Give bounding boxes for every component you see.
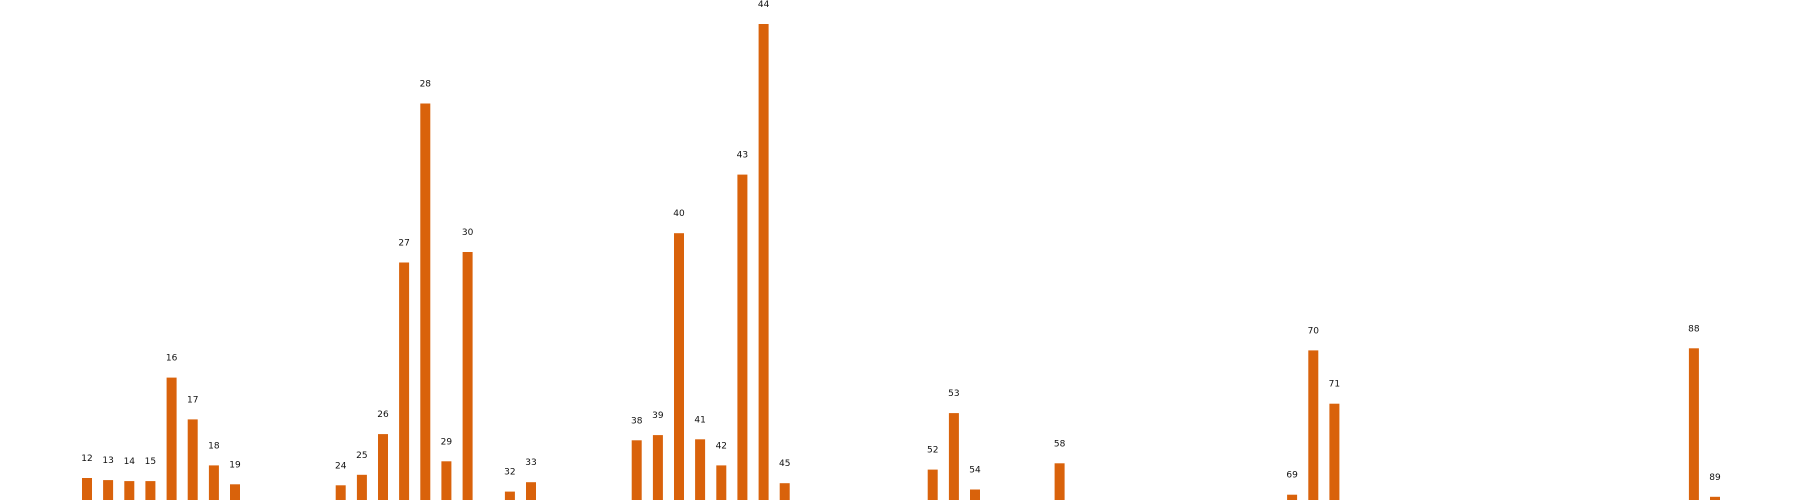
bar-label-69: 69 [1286, 471, 1298, 481]
bar-38 [631, 440, 642, 500]
bar-label-13: 13 [102, 456, 113, 466]
bar-label-29: 29 [441, 437, 453, 447]
bar-69 [1287, 494, 1298, 500]
bar-label-15: 15 [145, 457, 156, 467]
bar-label-71: 71 [1329, 380, 1340, 390]
bars-layer [82, 24, 1720, 500]
bar-label-88: 88 [1688, 324, 1700, 334]
bar-label-38: 38 [631, 416, 643, 426]
bar-71 [1329, 403, 1340, 500]
bar-label-41: 41 [694, 415, 705, 425]
bar-label-42: 42 [716, 441, 727, 451]
bar-13 [103, 480, 114, 500]
bar-label-19: 19 [229, 460, 241, 470]
bar-88 [1688, 348, 1699, 500]
bar-18 [208, 465, 219, 500]
bar-32 [504, 491, 515, 500]
bar-label-44: 44 [758, 0, 770, 10]
bar-19 [230, 484, 240, 500]
bar-43 [737, 174, 748, 500]
bar-89 [1710, 496, 1720, 500]
bar-label-70: 70 [1308, 326, 1320, 336]
bar-label-58: 58 [1054, 439, 1066, 449]
bar-label-89: 89 [1709, 473, 1721, 483]
bar-label-43: 43 [737, 151, 748, 161]
bar-label-52: 52 [927, 446, 938, 456]
bar-label-30: 30 [462, 228, 474, 238]
bar-label-26: 26 [377, 410, 389, 420]
bar-24 [335, 485, 346, 500]
bar-54 [970, 489, 980, 500]
bar-label-54: 54 [969, 466, 981, 476]
bar-58 [1054, 463, 1065, 500]
bar-15 [145, 481, 156, 500]
bar-26 [378, 434, 388, 500]
bar-labels-layer: 12 13 14 15 16 17 18 19 24 25 26 27 28 29 30 32 33 38 39 40… [81, 0, 1721, 483]
bar-label-18: 18 [208, 441, 220, 451]
bar-17 [187, 419, 198, 500]
bar-label-16: 16 [166, 354, 178, 364]
bar-33 [526, 482, 536, 500]
bar-53 [948, 413, 959, 500]
bar-label-45: 45 [779, 459, 790, 469]
bar-30 [462, 252, 473, 500]
bar-label-25: 25 [356, 451, 367, 461]
bar-28 [420, 103, 431, 500]
bar-12 [82, 478, 92, 500]
bar-27 [399, 262, 410, 500]
bar-label-12: 12 [81, 454, 92, 464]
bar-label-33: 33 [525, 458, 536, 468]
bar-25 [356, 474, 367, 500]
bar-label-24: 24 [335, 461, 347, 471]
bar-52 [927, 469, 938, 500]
bar-label-40: 40 [673, 209, 685, 219]
bar-label-14: 14 [124, 457, 136, 467]
bar-42 [716, 465, 727, 500]
bar-29 [441, 461, 452, 500]
bar-label-28: 28 [420, 80, 432, 90]
bar-label-17: 17 [187, 395, 198, 405]
bar-45 [779, 483, 790, 500]
bar-label-27: 27 [398, 239, 409, 249]
bar-16 [166, 377, 177, 500]
bar-label-39: 39 [652, 411, 664, 421]
bar-39 [652, 435, 663, 500]
bar-40 [674, 233, 684, 500]
bar-41 [695, 439, 706, 500]
bar-label-32: 32 [504, 468, 515, 478]
bar-44 [758, 24, 769, 500]
bar-70 [1308, 350, 1319, 500]
bar-label-53: 53 [948, 389, 959, 399]
bar-14 [124, 481, 135, 500]
